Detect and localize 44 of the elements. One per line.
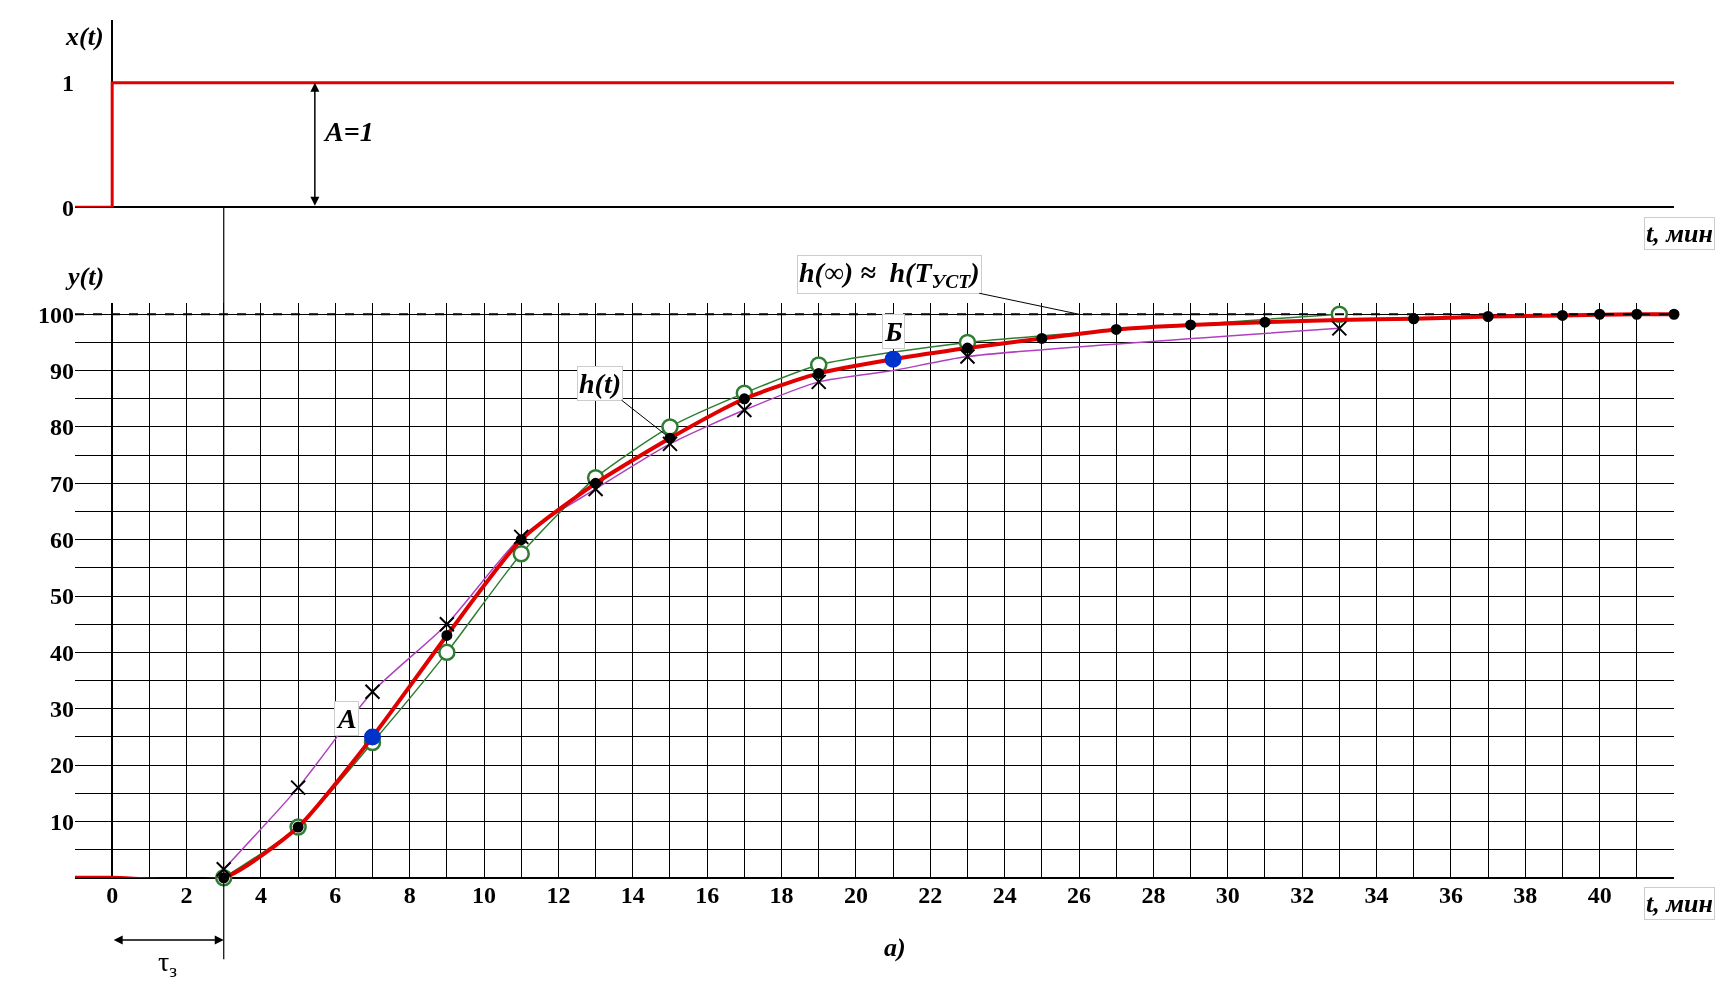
x-tick-label: 36 [1438, 881, 1463, 908]
x-tick-label: 34 [1364, 881, 1389, 908]
y-tick-label: 10 [50, 808, 74, 835]
y-tick-label: 40 [50, 639, 74, 666]
annotation: А [336, 703, 357, 734]
y-tick-label: 30 [50, 696, 74, 723]
x-axis-title: t, мин [1646, 889, 1713, 918]
x-axis-title: t, мин [1646, 219, 1713, 248]
x-tick-label: 2 [180, 881, 193, 908]
annotation: h(∞) ≈ h(T$_{УСТ}$) [799, 257, 980, 292]
y-tick-label: 50 [50, 583, 74, 610]
x-tick-label: 16 [695, 881, 720, 908]
annotation: A=1 [323, 116, 374, 147]
x-tick-label: 38 [1513, 881, 1538, 908]
x-tick-label: 0 [106, 881, 119, 908]
y-axis-title: x(t) [65, 22, 104, 51]
y-tick-label: 90 [50, 358, 74, 384]
x-tick-label: 6 [329, 881, 342, 908]
x-tick-label: 18 [769, 881, 794, 908]
y-tick-label: 100 [38, 301, 74, 328]
x-tick-label: 20 [843, 881, 868, 908]
x-tick-label: 28 [1141, 881, 1166, 908]
text: τ$_{з}$ [158, 946, 178, 981]
y-tick-label: 20 [50, 752, 74, 779]
annotation: Б [884, 316, 903, 347]
x-tick-label: 8 [403, 881, 416, 908]
x-tick-label: 12 [546, 881, 571, 908]
y-tick-label: 80 [50, 414, 74, 441]
y-tick-label: 0 [62, 194, 74, 221]
y-tick-label: 60 [50, 527, 74, 554]
x-tick-label: 26 [1067, 881, 1092, 908]
x-tick-label: 32 [1290, 881, 1315, 908]
x-tick-label: 40 [1587, 881, 1612, 908]
x-tick-label: 4 [254, 881, 267, 908]
x-tick-label: 24 [992, 881, 1017, 908]
text: а) [884, 933, 906, 962]
x-tick-label: 30 [1215, 881, 1240, 908]
y-tick-label: 1 [62, 70, 74, 97]
x-tick-label: 10 [472, 881, 497, 908]
annotation: h(t) [579, 368, 621, 399]
y-tick-label: 70 [50, 470, 74, 497]
x-tick-label: 22 [918, 881, 943, 908]
x-tick-label: 14 [620, 881, 645, 908]
y-axis-title: y(t) [65, 262, 105, 291]
